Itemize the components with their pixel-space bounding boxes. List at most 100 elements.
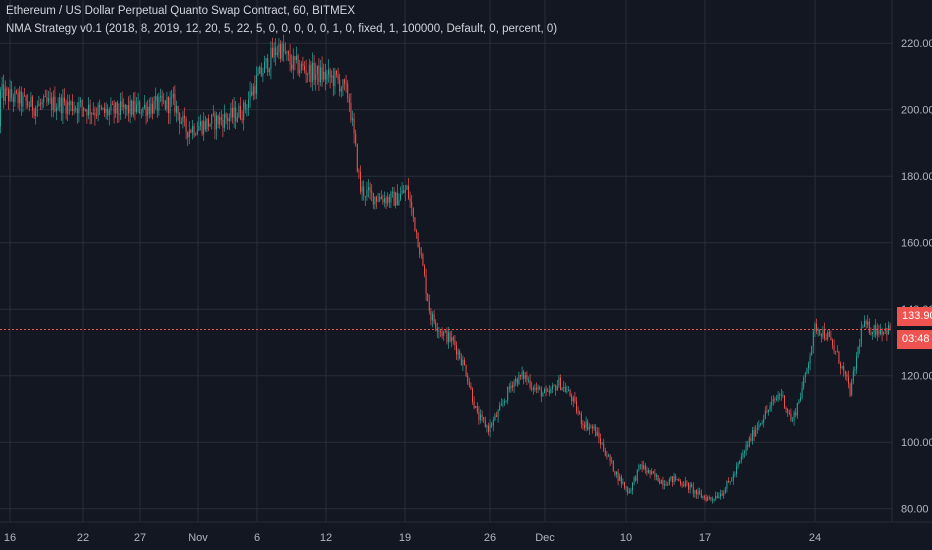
- candle-body: [660, 480, 662, 484]
- candle-body: [40, 103, 41, 105]
- candle-body: [601, 443, 603, 445]
- candle-body: [385, 197, 387, 204]
- candle-body: [721, 493, 723, 496]
- candle-body: [470, 386, 472, 389]
- candle-body: [176, 105, 177, 113]
- candle-body: [580, 413, 582, 425]
- candle-body: [846, 374, 848, 377]
- candle-body: [420, 254, 422, 256]
- grid: [0, 0, 892, 522]
- candle-body: [177, 105, 179, 114]
- candle-body: [89, 104, 91, 115]
- candle-body: [824, 328, 825, 339]
- candle-body: [744, 451, 745, 454]
- candle-body: [408, 185, 409, 199]
- candle-body: [776, 398, 777, 400]
- candle-body: [97, 105, 99, 116]
- time-axis[interactable]: 16 22 27 Nov 6 12 19 26 Dec 10 17 24: [4, 532, 821, 544]
- strategy-legend[interactable]: NMA Strategy v0.1 (2018, 8, 2019, 12, 20…: [6, 23, 558, 35]
- candle-body: [713, 499, 715, 500]
- candle-body: [427, 293, 429, 302]
- candle-body: [329, 69, 331, 78]
- candle-body: [28, 105, 30, 107]
- candle-body: [880, 329, 881, 335]
- candle-body: [552, 385, 553, 390]
- candle-body: [643, 465, 645, 470]
- candle-body: [571, 395, 573, 402]
- candle-body: [88, 104, 89, 116]
- candle-body: [572, 397, 574, 402]
- candle-body: [638, 464, 640, 470]
- candle-body: [416, 230, 417, 233]
- candle-body: [864, 320, 865, 327]
- candle-body: [220, 117, 222, 120]
- candle-body: [70, 101, 72, 106]
- candle-body: [16, 91, 17, 93]
- candle-body: [419, 247, 421, 255]
- price-axis[interactable]: 220.00200.00180.00160.00140.00120.00100.…: [901, 38, 932, 515]
- candle-body: [185, 118, 187, 132]
- candle-body: [132, 101, 134, 115]
- candle-body: [598, 432, 600, 439]
- candle-body: [496, 415, 497, 417]
- candle-body: [107, 108, 109, 116]
- candle-body: [448, 332, 449, 343]
- candle-body: [342, 79, 344, 89]
- candle-body: [542, 393, 544, 397]
- candle-body: [166, 97, 168, 109]
- candle-body: [812, 331, 814, 347]
- candle-body: [568, 390, 569, 392]
- candle-body: [539, 387, 541, 389]
- candle-body: [353, 118, 355, 134]
- candle-body: [196, 130, 198, 135]
- candle-body: [584, 424, 585, 429]
- candle-body: [232, 107, 233, 118]
- candle-body: [848, 376, 849, 385]
- candle-body: [332, 75, 334, 86]
- candle-body: [27, 101, 29, 106]
- candle-body: [72, 101, 73, 111]
- candle-body: [886, 328, 888, 335]
- candle-body: [672, 476, 673, 483]
- candle-body: [585, 421, 587, 429]
- candle-body: [545, 389, 547, 392]
- candle-body: [137, 101, 139, 105]
- candle-body: [6, 88, 8, 90]
- candle-body: [596, 432, 598, 436]
- candle-body: [204, 120, 206, 130]
- candle-body: [403, 190, 405, 194]
- candle-body: [531, 387, 533, 389]
- candle-body: [36, 106, 38, 108]
- candle-body: [384, 197, 385, 203]
- candle-body: [417, 232, 419, 248]
- candle-body: [488, 425, 489, 433]
- candle-body: [411, 201, 413, 208]
- candle-body: [516, 378, 518, 385]
- candle-body: [468, 382, 470, 387]
- candle-body: [355, 133, 357, 145]
- candle-body: [627, 487, 629, 494]
- candle-body: [273, 47, 275, 58]
- candle-body: [374, 196, 376, 205]
- candle-body: [740, 456, 742, 461]
- candle-body: [561, 387, 563, 390]
- candle-body: [211, 114, 213, 125]
- candle-body: [668, 479, 670, 486]
- candle-body: [750, 438, 752, 441]
- candle-body: [68, 101, 70, 106]
- candle-body: [449, 332, 451, 342]
- candle-body: [156, 96, 158, 111]
- candle-body: [3, 84, 5, 101]
- candle-body: [328, 69, 329, 75]
- candle-body: [17, 92, 19, 104]
- candle-body: [22, 95, 24, 107]
- candle-body: [830, 336, 832, 341]
- candle-body: [398, 199, 400, 206]
- candle-body: [128, 105, 129, 114]
- candle-body: [614, 471, 616, 475]
- candle-body: [724, 488, 726, 494]
- candle-body: [249, 91, 251, 100]
- candle-body: [168, 97, 169, 114]
- candle-body: [182, 115, 184, 122]
